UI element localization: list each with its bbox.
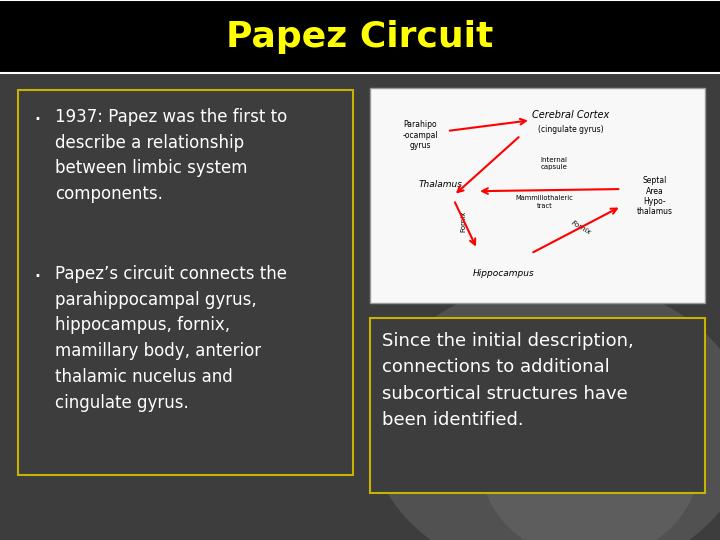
- Text: (cingulate gyrus): (cingulate gyrus): [538, 125, 604, 133]
- Text: Parahipo
-ocampal
gyrus: Parahipo -ocampal gyrus: [402, 120, 438, 150]
- FancyBboxPatch shape: [370, 88, 705, 303]
- Text: ·: ·: [33, 265, 41, 289]
- Text: Papez’s circuit connects the
parahippocampal gyrus,
hippocampus, fornix,
mamilla: Papez’s circuit connects the parahippoca…: [55, 265, 287, 411]
- FancyBboxPatch shape: [18, 90, 353, 475]
- Text: Cerebral Cortex: Cerebral Cortex: [532, 110, 610, 119]
- Ellipse shape: [370, 280, 720, 540]
- Text: Internal
capsule: Internal capsule: [541, 157, 568, 170]
- Ellipse shape: [480, 360, 700, 540]
- Text: Septal
Area
Hypo-
thalamus: Septal Area Hypo- thalamus: [636, 176, 672, 217]
- Text: 1937: Papez was the first to
describe a relationship
between limbic system
compo: 1937: Papez was the first to describe a …: [55, 108, 287, 203]
- Text: Papez Circuit: Papez Circuit: [226, 19, 494, 53]
- Text: Fornix: Fornix: [570, 220, 592, 236]
- Text: ·: ·: [33, 108, 41, 132]
- Text: Fornix: Fornix: [461, 211, 467, 232]
- FancyBboxPatch shape: [370, 318, 705, 493]
- Text: Hippocampus: Hippocampus: [473, 268, 535, 278]
- Text: Mammillothaleric
tract: Mammillothaleric tract: [516, 195, 573, 208]
- Text: Since the initial description,
connections to additional
subcortical structures : Since the initial description, connectio…: [382, 332, 634, 429]
- Text: Thalamus: Thalamus: [418, 180, 462, 190]
- FancyBboxPatch shape: [0, 0, 720, 73]
